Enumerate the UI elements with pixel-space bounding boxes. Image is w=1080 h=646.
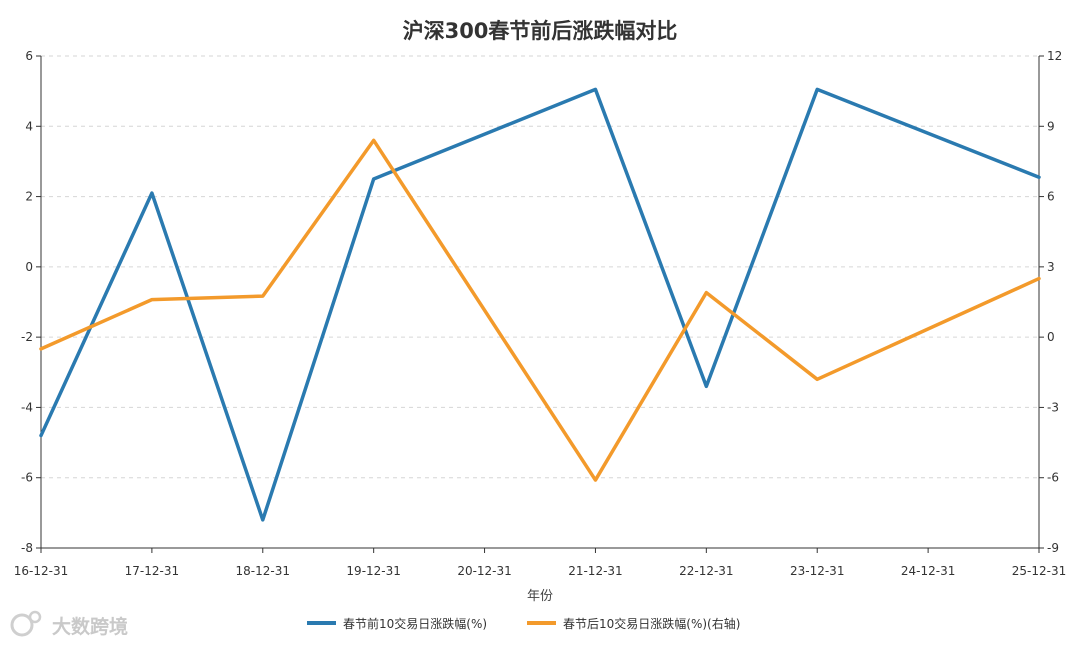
weibo-logo-icon [10, 610, 42, 637]
legend-label-after[interactable]: 春节后10交易日涨跌幅(%)(右轴) [563, 616, 740, 631]
x-tick-label: 18-12-31 [236, 564, 290, 578]
series-layer [39, 87, 1041, 522]
right-tick-label: 0 [1047, 330, 1055, 344]
series-line-before[interactable] [39, 87, 1041, 522]
x-tick-label: 25-12-31 [1012, 564, 1066, 578]
right-tick-label: 6 [1047, 190, 1055, 204]
left-tick-label: -2 [21, 330, 33, 344]
x-ticks: 16-12-31 17-12-31 18-12-31 19-12-31 20-12-31… [14, 548, 1066, 578]
right-tick-label: 3 [1047, 260, 1055, 274]
axes [40, 56, 1040, 549]
legend: 春节前10交易日涨跌幅(%) 春节后10交易日涨跌幅(%)(右轴) [307, 616, 740, 631]
x-tick-label: 21-12-31 [568, 564, 622, 578]
x-tick-label: 22-12-31 [679, 564, 733, 578]
right-tick-label: -6 [1047, 471, 1059, 485]
left-y-ticks: 6 4 2 0 -2 -4 -6 -8 [21, 49, 41, 555]
legend-label-before[interactable]: 春节前10交易日涨跌幅(%) [343, 616, 487, 631]
left-tick-label: 4 [25, 119, 33, 133]
x-tick-label: 17-12-31 [125, 564, 179, 578]
x-tick-label: 19-12-31 [346, 564, 400, 578]
right-y-ticks: 12 9 6 3 0 -3 -6 -9 [1039, 49, 1062, 555]
series-line-after[interactable] [39, 138, 1041, 482]
watermark: 大数跨境 [10, 610, 128, 638]
x-axis-title: 年份 [527, 589, 553, 604]
chart-title: 沪深300春节前后涨跌幅对比 [403, 19, 678, 43]
x-tick-label: 16-12-31 [14, 564, 68, 578]
x-tick-label: 23-12-31 [790, 564, 844, 578]
left-tick-label: 2 [25, 190, 33, 204]
grid [41, 55, 1039, 479]
right-tick-label: -3 [1047, 400, 1059, 414]
right-tick-label: 9 [1047, 119, 1055, 133]
x-tick-label: 24-12-31 [901, 564, 955, 578]
left-tick-label: -6 [21, 471, 33, 485]
left-tick-label: 0 [25, 260, 33, 274]
right-tick-label: -9 [1047, 541, 1059, 555]
left-tick-label: -8 [21, 541, 33, 555]
left-tick-label: 6 [25, 49, 33, 63]
left-tick-label: -4 [21, 400, 33, 414]
watermark-text: 大数跨境 [52, 615, 128, 638]
x-tick-label: 20-12-31 [457, 564, 511, 578]
right-tick-label: 12 [1047, 49, 1062, 63]
